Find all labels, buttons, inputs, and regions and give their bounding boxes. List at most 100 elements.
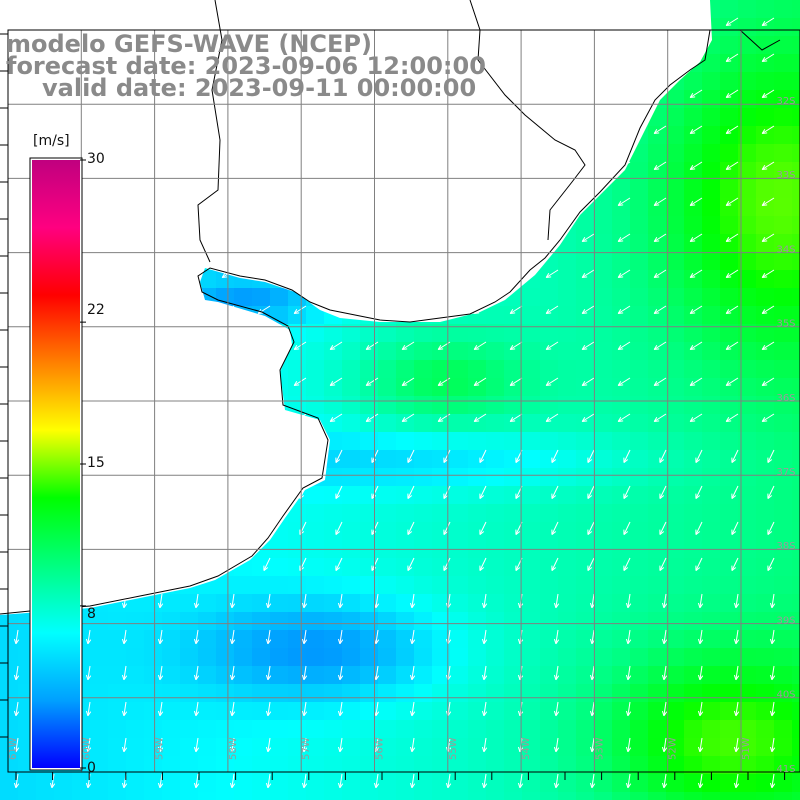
speed-cell [756,738,774,756]
speed-cell [612,594,630,612]
speed-cell [342,558,360,576]
speed-cell [378,630,396,648]
speed-cell [234,720,252,738]
speed-cell [576,396,594,414]
wind-arrow [661,773,668,789]
speed-cell [684,738,702,756]
speed-cell [486,522,504,540]
speed-cell [738,90,756,108]
speed-cell [540,360,558,378]
speed-cell [468,702,486,720]
speed-cell [594,630,612,648]
speed-cell [522,684,540,702]
speed-cell [468,738,486,756]
speed-cell [324,450,342,468]
speed-cell [738,576,756,594]
speed-cell [432,360,450,378]
wind-arrow [581,413,595,422]
speed-cell [612,414,630,432]
speed-cell [684,468,702,486]
speed-cell [468,756,486,774]
speed-cell [216,594,234,612]
speed-cell [630,648,648,666]
speed-cell [630,684,648,702]
speed-cell [216,792,234,800]
speed-cell [522,378,540,396]
speed-cell [702,306,720,324]
speed-cell [540,270,558,288]
speed-cell [504,558,522,576]
wind-arrow [509,413,523,422]
speed-cell [54,774,72,792]
speed-cell [792,504,800,522]
wind-arrow [689,269,703,278]
speed-cell [468,666,486,684]
speed-cell [720,18,738,36]
speed-cell [666,342,684,360]
speed-cell [666,486,684,504]
speed-cell [630,342,648,360]
speed-cell [108,612,126,630]
speed-cell [252,630,270,648]
speed-cell [378,612,396,630]
speed-cell [666,648,684,666]
speed-cell [684,396,702,414]
speed-cell [306,342,324,360]
wind-arrow [545,413,559,422]
speed-cell [666,144,684,162]
speed-cell [666,774,684,792]
speed-cell [270,702,288,720]
speed-cell [468,774,486,792]
speed-cell [576,450,594,468]
speed-cell [558,378,576,396]
speed-cell [540,432,558,450]
speed-cell [360,360,378,378]
speed-cell [702,504,720,522]
speed-cell [774,576,792,594]
speed-cell [630,666,648,684]
speed-cell [162,738,180,756]
speed-cell [738,486,756,504]
speed-cell [306,504,324,522]
lon-label: 60W [81,737,92,760]
speed-cell [540,306,558,324]
speed-cell [540,774,558,792]
speed-cell [90,612,108,630]
speed-cell [504,522,522,540]
speed-cell [756,162,774,180]
speed-cell [738,162,756,180]
wind-arrow [157,773,164,789]
speed-cell [666,126,684,144]
wind-arrow [689,233,703,242]
speed-cell [342,414,360,432]
wind-arrow [121,629,128,645]
speed-cell [702,558,720,576]
wind-arrow [659,485,667,499]
speed-cell [702,198,720,216]
speed-cell [216,666,234,684]
speed-cell [594,612,612,630]
wind-arrow [697,737,704,753]
speed-cell [342,594,360,612]
speed-cell [684,504,702,522]
speed-cell [774,18,792,36]
wind-arrow [481,629,488,645]
speed-cell [252,612,270,630]
speed-cell [540,630,558,648]
speed-cell [594,414,612,432]
speed-cell [306,486,324,504]
speed-cell [450,576,468,594]
speed-cell [144,702,162,720]
speed-cell [504,684,522,702]
wind-arrow [265,629,272,645]
speed-cell [414,324,432,342]
wind-arrow [545,377,559,386]
speed-cell [630,414,648,432]
wind-arrow [769,665,776,681]
speed-cell [684,720,702,738]
wind-arrow [625,665,632,681]
speed-cell [702,180,720,198]
speed-cell [360,630,378,648]
speed-cell [648,144,666,162]
wind-arrow [689,161,703,170]
